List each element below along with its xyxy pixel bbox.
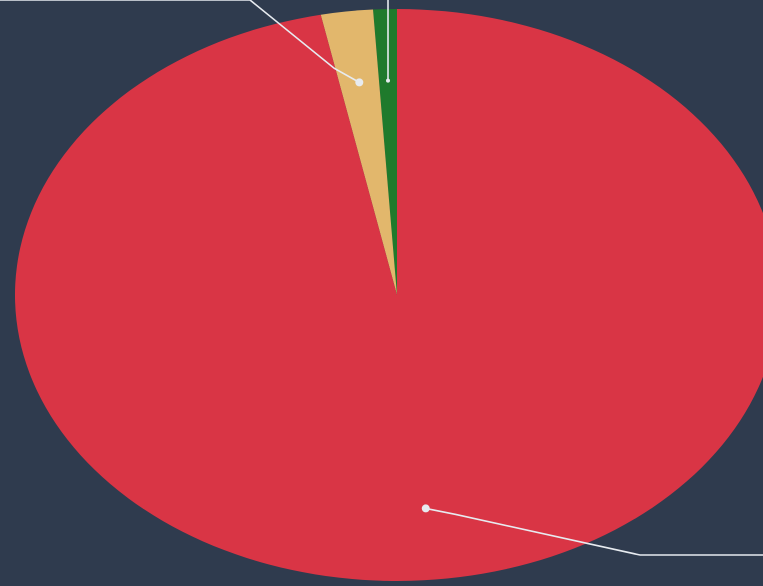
leader-line-slice-3 bbox=[425, 507, 763, 556]
pie-slices bbox=[15, 8, 763, 581]
pie-slice-2 bbox=[320, 9, 397, 296]
pie-slice-3 bbox=[15, 9, 763, 581]
pie-slice-1 bbox=[373, 8, 397, 295]
leader-dot-slice-3 bbox=[421, 504, 430, 513]
leader-line-slice-2 bbox=[0, 0, 360, 84]
leader-dot-slice-1 bbox=[386, 78, 391, 83]
pie-leader-lines bbox=[0, 0, 763, 556]
leader-dot-slice-2 bbox=[355, 78, 364, 87]
